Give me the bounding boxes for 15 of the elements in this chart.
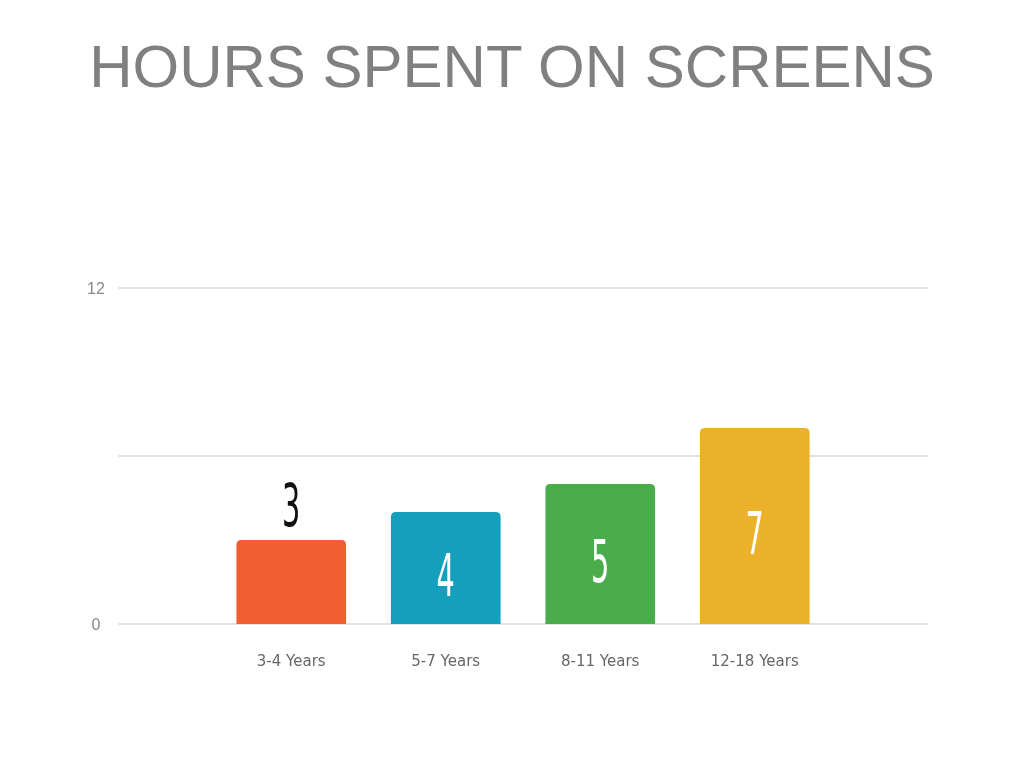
x-tick-label: 8-11 Years: [561, 652, 640, 670]
x-tick-label: 5-7 Years: [411, 652, 481, 670]
data-label: 3: [282, 472, 301, 540]
y-tick-label: 0: [91, 616, 101, 633]
bar: [236, 540, 347, 624]
x-tick-label: 3-4 Years: [256, 652, 326, 670]
chart-title: HOURS SPENT ON SCREENS: [89, 33, 935, 100]
bar: [699, 428, 810, 624]
data-label: 4: [436, 542, 455, 610]
bar: [545, 484, 656, 624]
bar: [390, 512, 501, 624]
data-label: 5: [591, 528, 610, 596]
x-tick-label: 12-18 Years: [710, 652, 799, 670]
y-tick-label: 12: [87, 280, 105, 297]
data-label: 7: [745, 500, 764, 568]
